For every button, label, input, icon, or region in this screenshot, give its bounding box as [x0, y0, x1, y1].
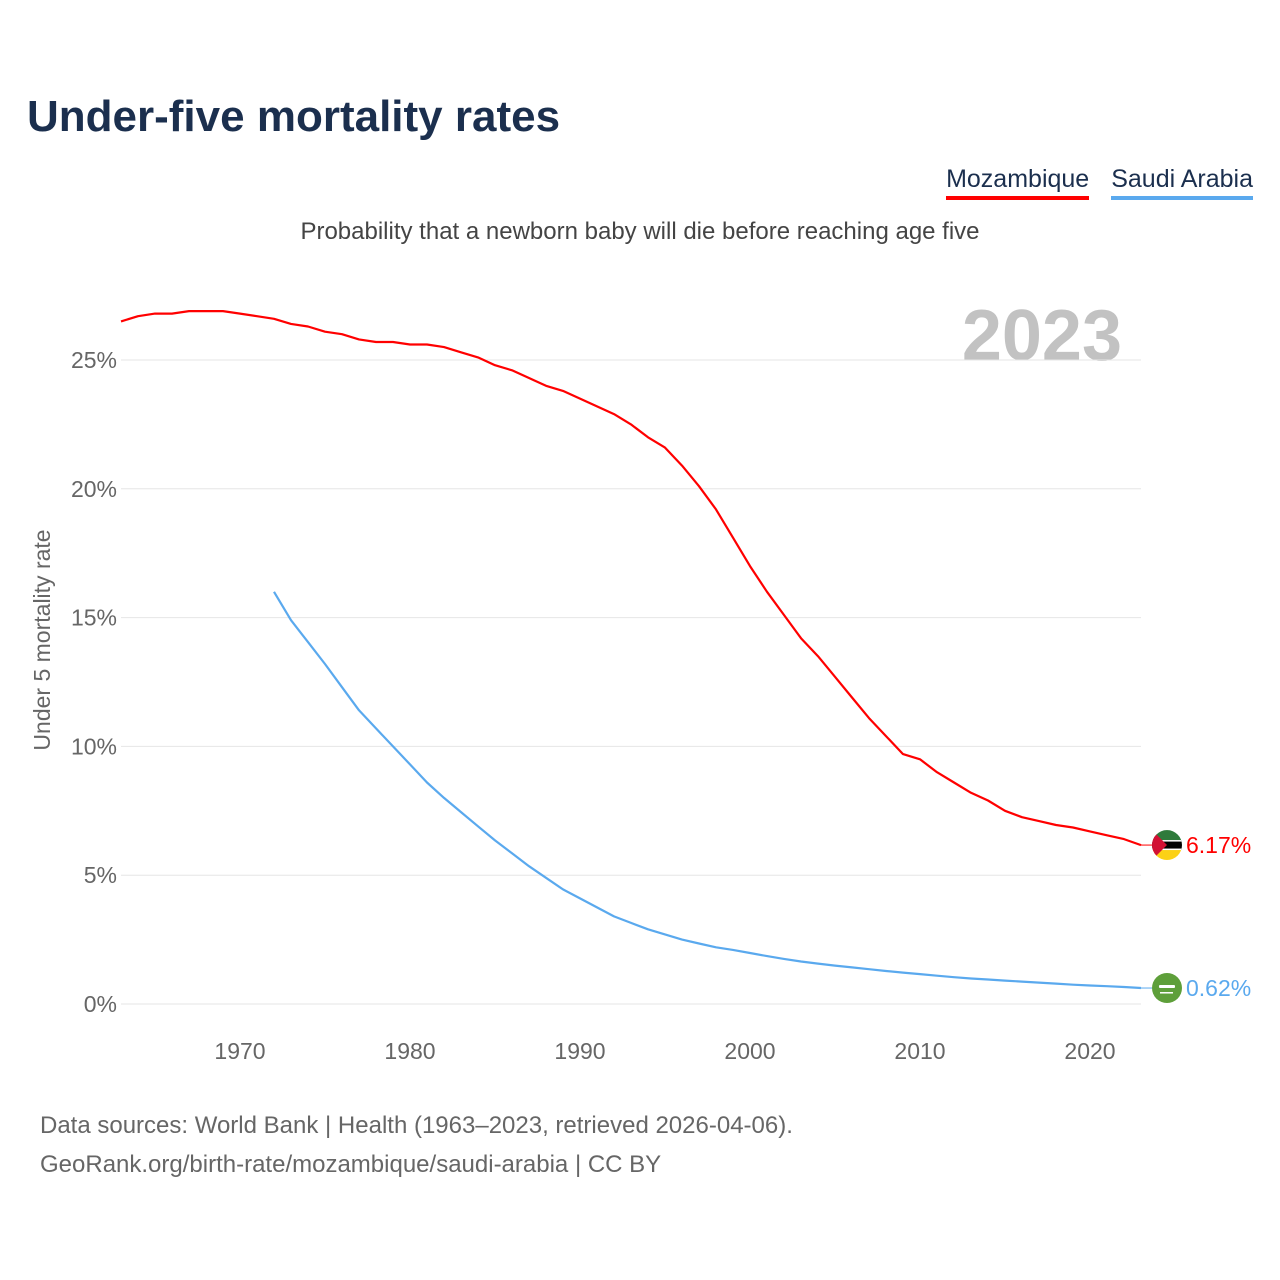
y-tick-label: 10% [71, 733, 117, 759]
x-tick-label: 2010 [894, 1038, 945, 1064]
chart-title: Under-five mortality rates [27, 92, 561, 141]
x-tick-label: 1970 [214, 1038, 265, 1064]
mozambique-flag-icon [1152, 830, 1182, 861]
legend: Mozambique Saudi Arabia [946, 165, 1253, 200]
end-value-label: 6.17% [1186, 832, 1251, 858]
series-line-saudi-arabia [273, 591, 1142, 990]
series-line-mozambique [120, 310, 1142, 847]
footer-sources: Data sources: World Bank | Health (1963–… [40, 1112, 793, 1139]
saudi-arabia-flag-icon [1152, 973, 1182, 1004]
end-value-label: 0.62% [1186, 975, 1251, 1001]
legend-item-mozambique[interactable]: Mozambique [946, 165, 1090, 200]
x-tick-label: 2020 [1064, 1038, 1115, 1064]
y-tick-label: 0% [84, 991, 117, 1017]
x-tick-label: 1980 [384, 1038, 435, 1064]
footer: Data sources: World Bank | Health (1963–… [40, 1106, 793, 1184]
year-label: 2023 [962, 296, 1122, 376]
y-tick-label: 25% [71, 347, 117, 373]
y-axis-label: Under 5 mortality rate [29, 529, 55, 750]
chart-subtitle: Probability that a newborn baby will die… [300, 218, 980, 245]
x-tick-label: 1990 [554, 1038, 605, 1064]
footer-link[interactable]: GeoRank.org/birth-rate/mozambique/saudi-… [40, 1151, 662, 1178]
y-tick-label: 15% [71, 605, 117, 631]
y-tick-label: 5% [84, 862, 117, 888]
legend-item-saudi-arabia[interactable]: Saudi Arabia [1111, 165, 1253, 200]
x-tick-label: 2000 [724, 1038, 775, 1064]
y-tick-label: 20% [71, 476, 117, 502]
